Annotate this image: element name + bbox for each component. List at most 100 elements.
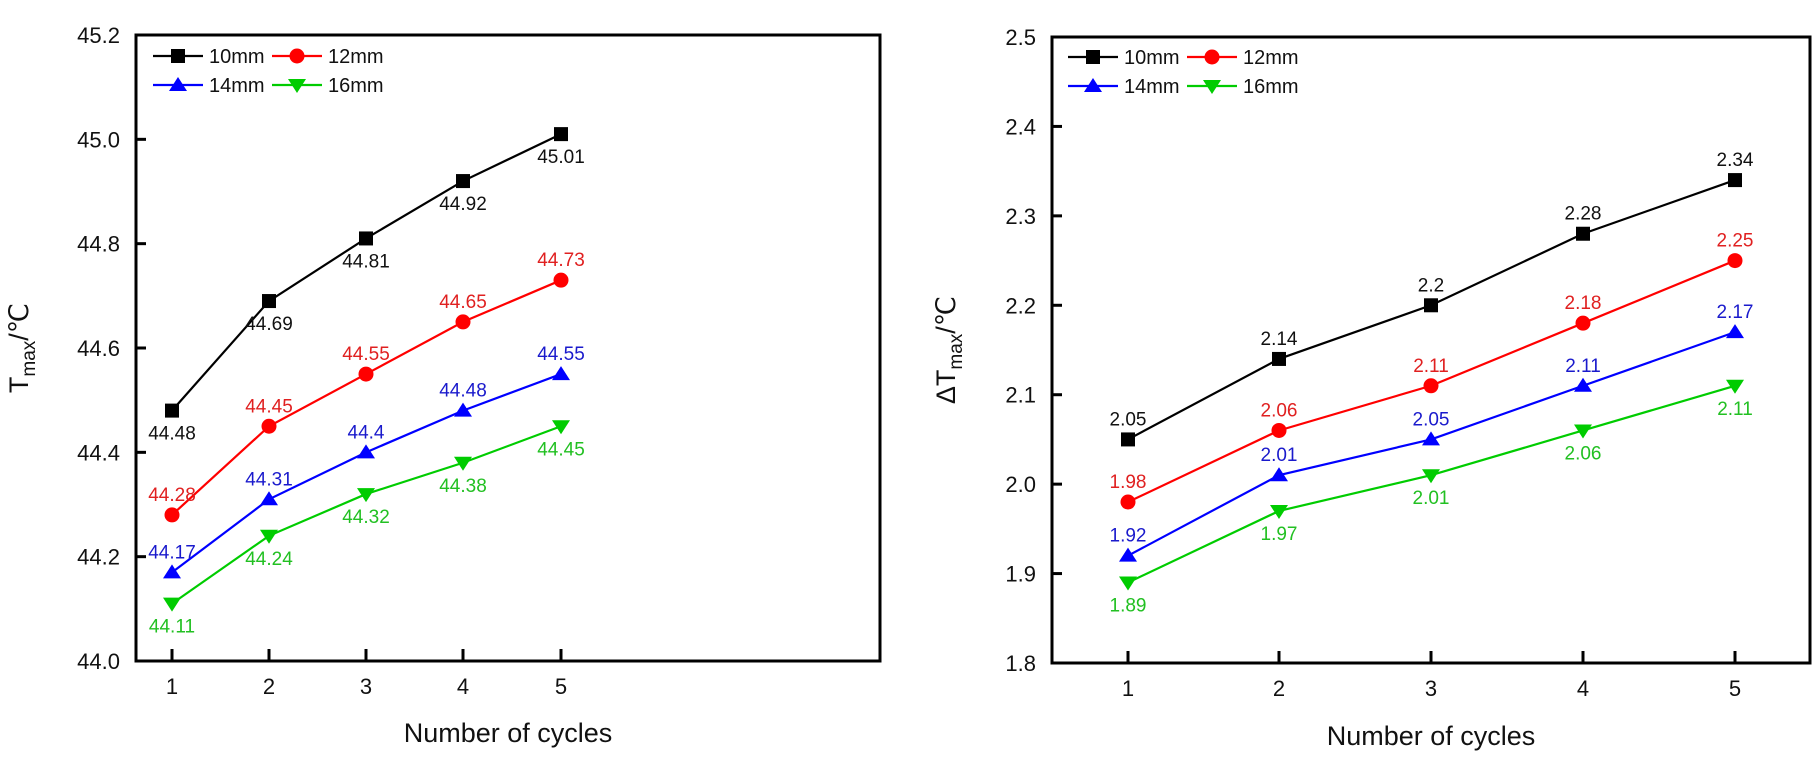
data-point-14mm xyxy=(1726,324,1744,339)
data-point-16mm xyxy=(1574,424,1592,439)
x-tick-label: 3 xyxy=(1425,676,1437,701)
data-point-10mm xyxy=(1272,351,1286,366)
data-label-14mm: 2.01 xyxy=(1261,445,1298,466)
x-tick-label: 3 xyxy=(360,674,372,699)
data-label-12mm: 44.65 xyxy=(439,292,487,313)
legend-item-14mm: 14mm xyxy=(153,75,265,97)
legend-marker-triangle-up-icon xyxy=(169,77,187,91)
data-label-16mm: 2.06 xyxy=(1565,443,1602,464)
series-10mm: 2.05 2.14 2.2 2.28 2.34 xyxy=(1110,150,1754,447)
data-point-16mm xyxy=(1270,504,1288,519)
y-axis-title-subscript: max xyxy=(19,340,40,376)
legend-item-12mm: 12mm xyxy=(272,46,384,68)
data-point-12mm xyxy=(358,366,374,382)
legend-marker-circle-icon xyxy=(1204,49,1220,65)
data-label-12mm: 2.18 xyxy=(1565,293,1602,314)
legend-marker-square-icon xyxy=(1086,50,1100,64)
x-axis-title: Number of cycles xyxy=(404,718,613,748)
series-14mm: 1.92 2.01 2.05 2.11 2.17 xyxy=(1110,302,1753,562)
data-point-14mm xyxy=(552,366,570,381)
series-10mm: 44.48 44.69 44.81 44.92 45.01 xyxy=(148,127,585,445)
data-point-10mm xyxy=(1424,298,1438,313)
data-label-14mm: 44.55 xyxy=(537,344,585,365)
data-label-16mm: 44.32 xyxy=(342,507,390,528)
series-line-12mm xyxy=(171,279,562,516)
data-point-10mm xyxy=(165,403,179,418)
x-tick-label: 2 xyxy=(263,674,275,699)
series-16mm: 44.11 44.24 44.32 44.38 44.45 xyxy=(149,420,585,638)
y-tick-label: 1.8 xyxy=(1005,651,1036,676)
y-axis-title-unit: /℃ xyxy=(4,303,34,341)
data-label-14mm: 44.4 xyxy=(348,422,385,443)
legend-item-10mm: 10mm xyxy=(153,46,265,68)
plot-frame xyxy=(1050,35,1812,665)
data-point-16mm xyxy=(454,456,472,471)
data-label-10mm: 44.69 xyxy=(245,314,293,335)
y-tick-label: 44.0 xyxy=(77,649,120,674)
data-point-16mm xyxy=(1422,469,1440,484)
data-label-12mm: 44.73 xyxy=(537,250,585,271)
data-label-14mm: 1.92 xyxy=(1110,526,1147,547)
y-tick-label: 2.5 xyxy=(1005,25,1036,50)
data-point-14mm xyxy=(454,402,472,417)
y-tick-label: 45.2 xyxy=(77,23,120,48)
data-point-12mm xyxy=(261,418,277,434)
x-tick-label: 5 xyxy=(555,674,567,699)
data-point-10mm xyxy=(262,294,276,309)
data-label-16mm: 44.11 xyxy=(149,617,195,638)
x-tick-label: 4 xyxy=(457,674,469,699)
data-label-14mm: 44.48 xyxy=(439,381,487,402)
data-label-10mm: 44.48 xyxy=(148,424,196,445)
data-point-14mm xyxy=(1270,467,1288,482)
data-label-16mm: 1.89 xyxy=(1110,596,1147,617)
data-label-14mm: 2.11 xyxy=(1565,356,1601,377)
legend-marker-triangle-down-icon xyxy=(1203,80,1221,94)
x-axis-title: Number of cycles xyxy=(1327,721,1536,751)
data-point-14mm xyxy=(163,564,181,579)
y-axis-title-main: T xyxy=(4,377,34,394)
y-tick-label: 1.9 xyxy=(1005,562,1036,587)
data-label-10mm: 2.2 xyxy=(1418,275,1444,296)
legend: 10mm 12mm 14mm 16mm xyxy=(153,46,384,97)
legend-item-10mm: 10mm xyxy=(1068,47,1180,69)
data-point-14mm xyxy=(357,444,375,459)
data-point-12mm xyxy=(1727,253,1743,269)
data-point-12mm xyxy=(1575,315,1591,331)
chart-panel-2: 1.8 1.9 2.0 2.1 2.2 2.3 2.4 2.5 1 2 3 4 5 Number of c… xyxy=(931,25,1812,751)
data-point-12mm xyxy=(1120,494,1136,510)
series-16mm: 1.89 1.97 2.01 2.06 2.11 xyxy=(1110,379,1753,617)
legend: 10mm 12mm 14mm 16mm xyxy=(1068,47,1299,98)
data-label-10mm: 2.05 xyxy=(1110,409,1147,430)
data-point-14mm xyxy=(260,491,278,506)
data-point-10mm xyxy=(359,231,373,246)
data-label-14mm: 44.17 xyxy=(148,542,196,563)
data-point-16mm xyxy=(1119,576,1137,591)
data-point-10mm xyxy=(1728,173,1742,188)
data-point-14mm xyxy=(1422,431,1440,446)
data-point-12mm xyxy=(1423,378,1439,394)
data-label-14mm: 44.31 xyxy=(245,469,293,490)
data-point-12mm xyxy=(455,314,471,330)
data-point-10mm xyxy=(554,127,568,142)
legend-item-14mm: 14mm xyxy=(1068,76,1180,98)
data-label-16mm: 2.11 xyxy=(1717,399,1753,420)
data-point-14mm xyxy=(1119,547,1137,562)
data-point-12mm xyxy=(1271,422,1287,438)
y-tick-label: 44.8 xyxy=(77,232,120,257)
y-tick-label: 2.3 xyxy=(1005,204,1036,229)
y-tick-label: 45.0 xyxy=(77,127,120,152)
data-label-12mm: 2.25 xyxy=(1717,231,1754,252)
data-label-16mm: 1.97 xyxy=(1261,524,1298,545)
legend-item-16mm: 16mm xyxy=(272,75,384,97)
legend-label: 10mm xyxy=(1124,47,1180,69)
data-point-12mm xyxy=(164,507,180,523)
x-tick-label: 1 xyxy=(166,674,178,699)
legend-marker-circle-icon xyxy=(289,48,305,64)
series-14mm: 44.17 44.31 44.4 44.48 44.55 xyxy=(148,344,585,579)
data-label-12mm: 2.11 xyxy=(1413,356,1449,377)
legend-marker-triangle-down-icon xyxy=(288,79,306,93)
y-tick-label: 2.2 xyxy=(1005,293,1036,318)
data-label-16mm: 44.24 xyxy=(245,549,293,570)
data-label-16mm: 2.01 xyxy=(1413,488,1450,509)
